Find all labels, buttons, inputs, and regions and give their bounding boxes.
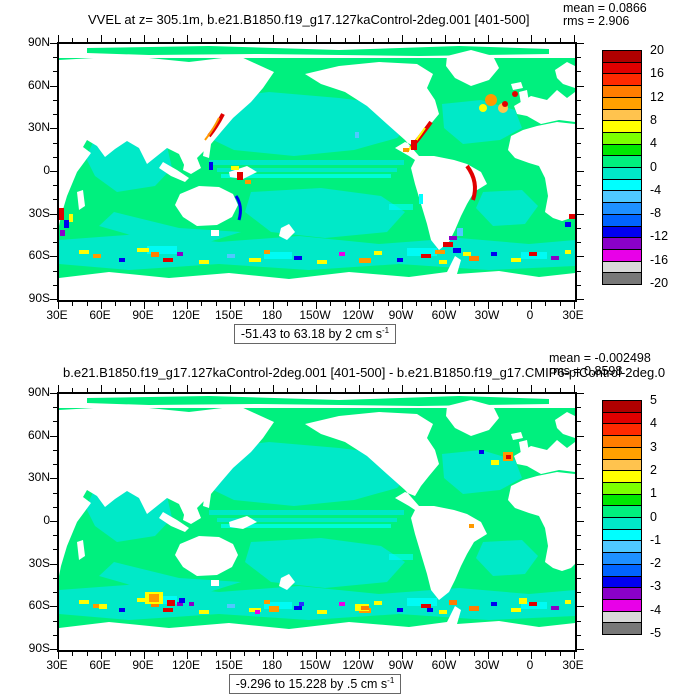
stat-mean: mean = 0.0866 xyxy=(563,1,647,15)
caption-row: -51.43 to 63.18 by 2 cm s-1 xyxy=(57,324,573,344)
range-caption: -9.296 to 15.228 by .5 cm s-1 xyxy=(228,674,402,694)
world-map xyxy=(59,394,575,650)
stats-block: mean = 0.0866 rms = 2.906 xyxy=(563,2,647,28)
range-caption: -51.43 to 63.18 by 2 cm s-1 xyxy=(233,324,397,344)
latitude-axis: 90N 60N 30N 0 30S 60S 90S xyxy=(27,35,50,305)
longitude-axis: 30E 60E 90E 120E 150E 180 150W 120W 90W 60W 30W 0 30… xyxy=(46,308,584,322)
plot-title: VVEL at z= 305.1m, b.e21.B1850.f19_g17.1… xyxy=(88,12,530,27)
stats-block: mean = -0.002498 rms = 0.8598 xyxy=(549,352,651,378)
units-superscript: -1 xyxy=(381,326,390,335)
stat-rms: rms = 2.906 xyxy=(563,14,630,28)
stat-mean: mean = -0.002498 xyxy=(549,351,651,365)
units-superscript: -1 xyxy=(387,676,395,685)
longitude-axis: 30E 60E 90E 120E 150E 180 150W 120W 90W 60W 30W 0 30… xyxy=(46,658,584,672)
latitude-axis: 90N 60N 30N 0 30S 60S 90S xyxy=(27,385,50,655)
colorbar-labels: 20 16 12 8 4 0 -4 -8 -12 -16 -20 xyxy=(650,43,669,290)
plot-title: b.e21.B1850.f19_g17.127kaControl-2deg.00… xyxy=(63,365,666,380)
panel-control: mean = 0.0866 rms = 2.906 VVEL at z= 305… xyxy=(27,2,700,344)
colorbar: 20 16 12 8 4 0 -4 -8 -12 -16 -20 xyxy=(602,43,700,290)
stat-rms: rms = 0.8598 xyxy=(549,364,623,378)
world-map xyxy=(59,44,575,300)
colorbar-labels: 5 4 3 2 1 0 -1 -2 -3 -4 -5 xyxy=(650,393,662,640)
map-frame xyxy=(50,385,584,659)
caption-row: -9.296 to 15.228 by .5 cm s-1 xyxy=(57,674,573,694)
panel-difference: mean = -0.002498 rms = 0.8598 b.e21.B185… xyxy=(0,350,700,700)
colorbar: 5 4 3 2 1 0 -1 -2 -3 -4 -5 xyxy=(602,393,700,640)
map-frame xyxy=(50,35,584,309)
colorbar-swatches xyxy=(602,50,642,285)
colorbar-swatches xyxy=(602,400,642,635)
